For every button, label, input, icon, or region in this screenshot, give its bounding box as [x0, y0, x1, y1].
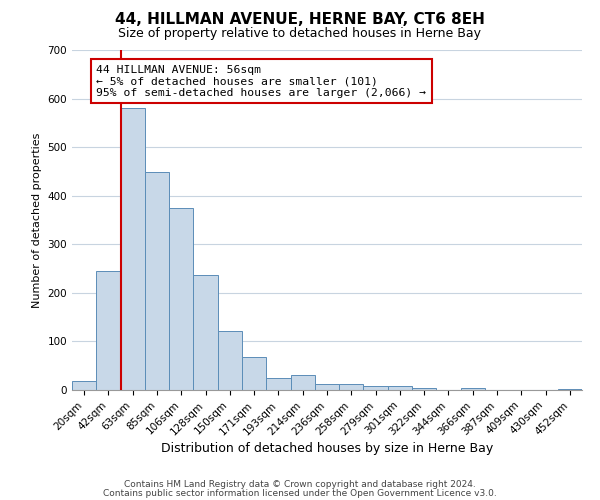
Bar [145, 172, 169, 390]
Text: Size of property relative to detached houses in Herne Bay: Size of property relative to detached ho… [119, 28, 482, 40]
Bar [96, 270, 121, 390]
Bar [121, 108, 145, 390]
Bar [193, 276, 218, 390]
Bar [218, 330, 242, 390]
Bar [266, 378, 290, 390]
Text: 44, HILLMAN AVENUE, HERNE BAY, CT6 8EH: 44, HILLMAN AVENUE, HERNE BAY, CT6 8EH [115, 12, 485, 28]
Bar [169, 208, 193, 390]
Bar [388, 386, 412, 390]
Bar [290, 375, 315, 390]
Bar [461, 388, 485, 390]
Bar [72, 382, 96, 390]
Text: 44 HILLMAN AVENUE: 56sqm
← 5% of detached houses are smaller (101)
95% of semi-d: 44 HILLMAN AVENUE: 56sqm ← 5% of detache… [96, 64, 426, 98]
Text: Contains HM Land Registry data © Crown copyright and database right 2024.: Contains HM Land Registry data © Crown c… [124, 480, 476, 489]
X-axis label: Distribution of detached houses by size in Herne Bay: Distribution of detached houses by size … [161, 442, 493, 455]
Text: Contains public sector information licensed under the Open Government Licence v3: Contains public sector information licen… [103, 489, 497, 498]
Bar [364, 386, 388, 390]
Bar [315, 384, 339, 390]
Bar [242, 357, 266, 390]
Bar [558, 388, 582, 390]
Bar [339, 384, 364, 390]
Bar [412, 388, 436, 390]
Y-axis label: Number of detached properties: Number of detached properties [32, 132, 42, 308]
